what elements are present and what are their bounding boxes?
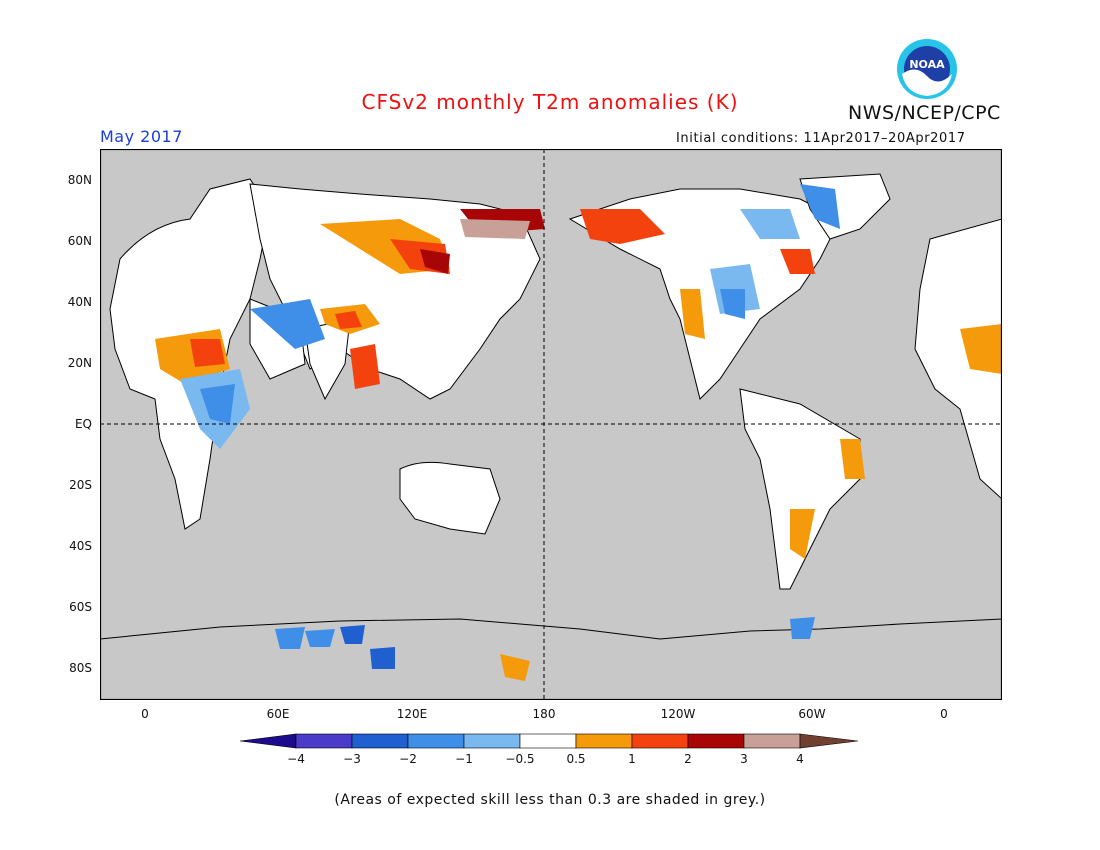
colorbar-tick: 2 [684,752,692,766]
lon-label-120w: 120W [660,707,696,721]
lat-label-80n: 80N [67,173,92,187]
lon-label-60e: 60E [266,707,290,721]
lon-label-120e: 120E [396,707,428,721]
lon-label-180: 180 [532,707,556,721]
colorbar-tick: −1 [455,752,473,766]
lon-label-0-right: 0 [940,707,948,721]
lat-label-40n: 40N [67,295,92,309]
colorbar-tick: 3 [740,752,748,766]
lat-label-20s: 20S [69,478,92,492]
lat-label-60n: 60N [67,234,92,248]
lat-label-eq: EQ [74,417,92,431]
colorbar-tick: −0.5 [505,752,535,766]
colorbar-tick: −3 [343,752,361,766]
colorbar-tick: 4 [796,752,804,766]
lon-label-60w: 60W [798,707,826,721]
skill-note: (Areas of expected skill less than 0.3 a… [334,792,766,808]
anomaly-map [100,149,1002,700]
lat-label-60s: 60S [69,600,92,614]
lat-label-80s: 80S [69,661,92,675]
valid-month: May 2017 [100,127,183,146]
map-title: CFSv2 monthly T2m anomalies (K) [361,90,739,114]
noaa-logo: NOAA [897,39,957,99]
lat-label-20n: 20N [67,356,92,370]
lon-label-0: 0 [141,707,149,721]
initial-conditions: Initial conditions: 11Apr2017–20Apr2017 [676,131,966,146]
colorbar-tick: −2 [399,752,417,766]
colorbar-tick: 0.5 [566,752,586,766]
svg-text:NOAA: NOAA [909,58,945,71]
lat-label-40s: 40S [69,539,92,553]
colorbar [240,733,859,749]
agency-label: NWS/NCEP/CPC [848,102,1001,124]
colorbar-tick: −4 [287,752,305,766]
colorbar-tick: 1 [628,752,636,766]
